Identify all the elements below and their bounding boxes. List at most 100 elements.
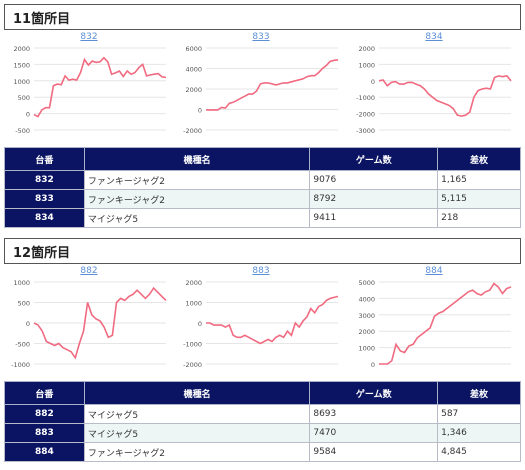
model-name: マイジャグ5 — [83, 404, 311, 424]
y-tick-label: 6000 — [185, 45, 202, 53]
series-line — [205, 59, 339, 111]
line-chart: 2000 1000 0 -1000 -2000 — [183, 279, 339, 369]
machine-number: 833 — [4, 189, 85, 209]
line-chart: 2000 1000 0 -1000 -2000 -3000 — [356, 45, 512, 135]
machine-table-11: 台番 機種名 ゲーム数 差枚 832 ファンキージャグ2 9076 1,165 … — [4, 147, 521, 228]
diff-coins: 1,165 — [437, 170, 521, 190]
y-tick-label: -3000 — [356, 127, 375, 135]
chart-link-832[interactable]: 832 — [80, 32, 98, 42]
col-header-games: ゲーム数 — [309, 147, 439, 171]
game-count: 8792 — [309, 189, 439, 209]
y-tick-label: -1000 — [11, 361, 30, 369]
series-line — [33, 56, 167, 118]
machine-number: 883 — [4, 423, 85, 443]
series-line — [378, 75, 512, 117]
table-row: 882 マイジャグ5 8693 587 — [4, 404, 521, 424]
table-row: 833 ファンキージャグ2 8792 5,115 — [4, 189, 521, 209]
col-header-model: 機種名 — [83, 147, 311, 171]
y-tick-label: -2000 — [183, 127, 202, 135]
y-tick-label: 2000 — [185, 86, 202, 94]
chart-883: 883 2000 1000 0 -1000 -2000 — [176, 264, 346, 372]
chart-832: 832 2000 1500 1000 500 0 -500 — [4, 30, 174, 138]
y-tick-label: -2000 — [183, 361, 202, 369]
table-row: 883 マイジャグ5 7470 1,346 — [4, 423, 521, 443]
chart-884: 884 5000 4000 3000 2000 1000 0 — [349, 264, 519, 372]
game-count: 9411 — [309, 208, 439, 228]
game-count: 9584 — [309, 442, 439, 462]
y-tick-label: 1000 — [185, 300, 202, 308]
y-tick-label: -500 — [15, 341, 30, 349]
game-count: 8693 — [309, 404, 439, 424]
section-title: 12箇所目 — [4, 238, 521, 264]
y-tick-label: -500 — [15, 127, 30, 135]
y-tick-label: 1000 — [13, 279, 30, 287]
line-chart: 5000 4000 3000 2000 1000 0 — [358, 279, 512, 369]
model-name: マイジャグ5 — [83, 208, 311, 228]
col-header-no: 台番 — [4, 381, 85, 405]
y-tick-label: 5000 — [358, 279, 375, 287]
table-row: 884 ファンキージャグ2 9584 4,845 — [4, 442, 521, 462]
machine-number: 834 — [4, 208, 85, 228]
table-row: 834 マイジャグ5 9411 218 — [4, 208, 521, 228]
section-12: 12箇所目 882 1000 500 0 -500 -1000 883 2000 1000… — [4, 238, 521, 372]
model-name: ファンキージャグ2 — [83, 189, 311, 209]
line-chart: 6000 4000 2000 0 -2000 — [183, 45, 339, 135]
chart-link-884[interactable]: 884 — [425, 266, 443, 276]
series-line — [379, 282, 512, 365]
y-tick-label: 2000 — [358, 45, 375, 53]
y-tick-label: 0 — [26, 111, 30, 119]
y-tick-label: 3000 — [358, 312, 375, 320]
y-tick-label: 2000 — [13, 45, 30, 53]
charts-row: 832 2000 1500 1000 500 0 -500 833 6000 4000 200… — [4, 30, 521, 138]
y-tick-label: 1000 — [358, 345, 375, 353]
y-tick-label: -1000 — [356, 94, 375, 102]
chart-link-834[interactable]: 834 — [425, 32, 443, 42]
line-chart: 1000 500 0 -500 -1000 — [11, 279, 167, 369]
machine-number: 832 — [4, 170, 85, 190]
y-tick-label: 4000 — [358, 295, 375, 303]
chart-link-833[interactable]: 833 — [252, 32, 270, 42]
game-count: 7470 — [309, 423, 439, 443]
machine-number: 882 — [4, 404, 85, 424]
col-header-no: 台番 — [4, 147, 85, 171]
model-name: マイジャグ5 — [83, 423, 311, 443]
diff-coins: 218 — [437, 208, 521, 228]
y-tick-label: 4000 — [185, 66, 202, 74]
y-tick-label: 500 — [18, 94, 30, 102]
y-tick-label: 1000 — [358, 61, 375, 69]
game-count: 9076 — [309, 170, 439, 190]
y-tick-label: 0 — [371, 78, 375, 86]
table-row: 832 ファンキージャグ2 9076 1,165 — [4, 170, 521, 190]
col-header-diff: 差枚 — [437, 147, 521, 171]
section-title: 11箇所目 — [4, 4, 521, 30]
y-tick-label: 500 — [18, 300, 30, 308]
charts-row: 882 1000 500 0 -500 -1000 883 2000 1000 0 -1000… — [4, 264, 521, 372]
chart-link-882[interactable]: 882 — [80, 266, 98, 276]
series-line — [206, 295, 339, 345]
chart-link-883[interactable]: 883 — [252, 266, 270, 276]
chart-882: 882 1000 500 0 -500 -1000 — [4, 264, 174, 372]
series-line — [33, 286, 167, 360]
diff-coins: 1,346 — [437, 423, 521, 443]
y-tick-label: 0 — [198, 320, 202, 328]
y-tick-label: -1000 — [183, 341, 202, 349]
model-name: ファンキージャグ2 — [83, 442, 311, 462]
col-header-diff: 差枚 — [437, 381, 521, 405]
col-header-model: 機種名 — [83, 381, 311, 405]
diff-coins: 4,845 — [437, 442, 521, 462]
y-tick-label: 0 — [198, 107, 202, 115]
machine-table-12: 台番 機種名 ゲーム数 差枚 882 マイジャグ5 8693 587 883 マ… — [4, 381, 521, 462]
y-tick-label: -2000 — [356, 111, 375, 119]
machine-number: 884 — [4, 442, 85, 462]
line-chart: 2000 1500 1000 500 0 -500 — [13, 45, 167, 135]
col-header-games: ゲーム数 — [309, 381, 439, 405]
y-tick-label: 2000 — [185, 279, 202, 287]
chart-833: 833 6000 4000 2000 0 -2000 — [176, 30, 346, 138]
y-tick-label: 1000 — [13, 78, 30, 86]
diff-coins: 5,115 — [437, 189, 521, 209]
section-11: 11箇所目 832 2000 1500 1000 500 0 -500 833 6000 4… — [4, 4, 521, 138]
y-tick-label: 0 — [371, 361, 375, 369]
diff-coins: 587 — [437, 404, 521, 424]
chart-834: 834 2000 1000 0 -1000 -2000 -3000 — [349, 30, 519, 138]
y-tick-label: 0 — [26, 320, 30, 328]
